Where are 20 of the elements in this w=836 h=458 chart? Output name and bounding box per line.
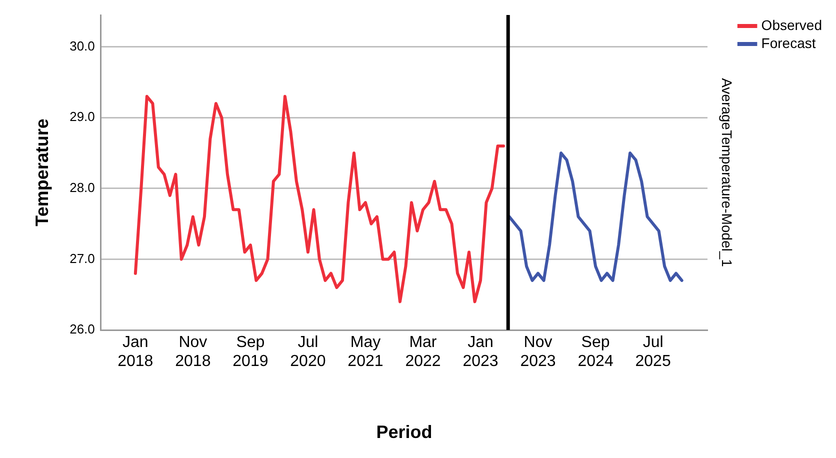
x-tick-label: Jan 2023	[462, 334, 498, 370]
x-tick-label: Jul 2020	[290, 334, 326, 370]
y-tick-label: 30.0	[70, 38, 95, 54]
x-tick-label: Jan 2018	[118, 334, 154, 370]
x-tick-label: Sep 2024	[578, 334, 614, 370]
x-tick-label: Nov 2023	[520, 334, 556, 370]
legend-label: Forecast	[761, 34, 816, 51]
y-axis-title: Temperature	[32, 118, 52, 226]
x-tick-label: Jul 2025	[635, 334, 671, 370]
x-tick-label: Sep 2019	[232, 334, 268, 370]
x-tick-label: Mar 2022	[405, 334, 441, 370]
x-tick-label: May 2021	[348, 334, 384, 370]
y2-axis-title: AverageTemperature-Model_1	[719, 78, 736, 268]
y-tick-label: 28.0	[70, 180, 95, 196]
y-tick-label: 29.0	[70, 109, 95, 124]
x-tick-label: Nov 2018	[175, 334, 211, 370]
legend-label: Observed	[761, 16, 822, 33]
y-tick-label: 27.0	[70, 250, 95, 266]
y-tick-label: 26.0	[70, 322, 95, 337]
x-axis-title: Period	[376, 422, 432, 442]
